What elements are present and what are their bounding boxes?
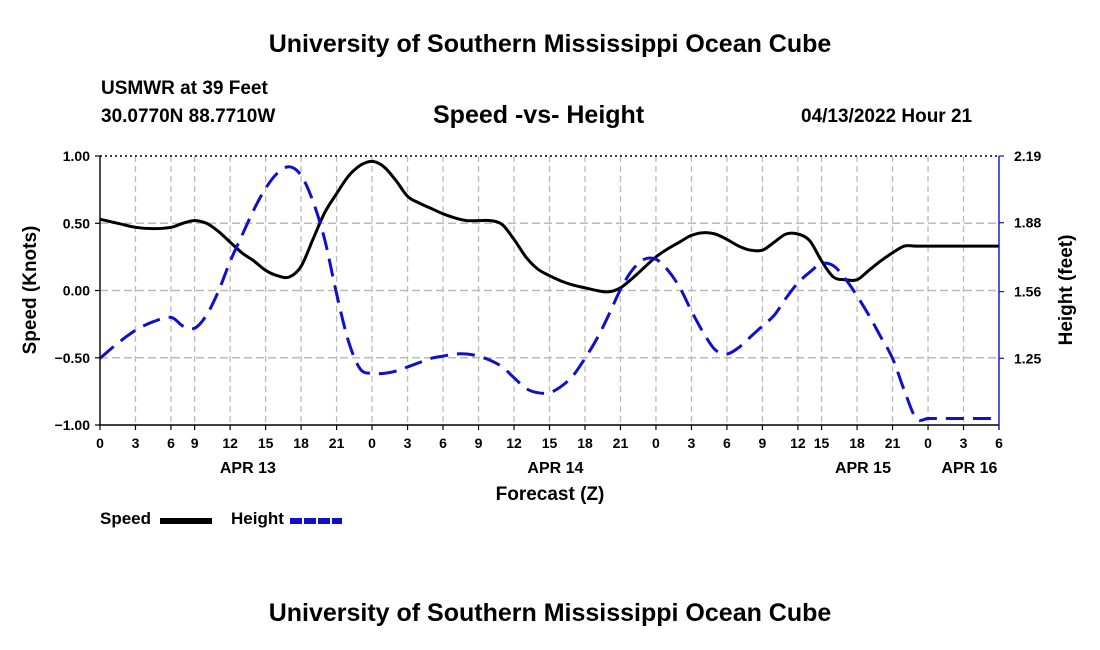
x-tick-label: 15 (542, 435, 558, 451)
x-tick-label: 0 (652, 435, 660, 451)
y-tick-label: 0.50 (63, 215, 90, 231)
x-tick-label: 18 (577, 435, 593, 451)
grid-layer (100, 156, 999, 425)
chart-subtitle: Speed -vs- Height (433, 101, 645, 129)
x-tick-label: 3 (688, 435, 696, 451)
date-label: APR 13 (220, 460, 276, 477)
x-tick-label: 21 (329, 435, 345, 451)
chart-title: University of Southern Mississippi Ocean… (268, 30, 832, 58)
x-tick-label: 9 (475, 435, 483, 451)
x-tick-label: 3 (960, 435, 968, 451)
y-tick-label: 1.00 (63, 148, 90, 164)
forecast-datetime: 04/13/2022 Hour 21 (801, 106, 973, 127)
x-tick-label: 12 (506, 435, 522, 451)
x-tick-label: 0 (924, 435, 932, 451)
x-tick-label: 12 (222, 435, 238, 451)
x-tick-label: 0 (96, 435, 104, 451)
x-tick-label: 15 (258, 435, 274, 451)
y-axis-title: Speed (Knots) (20, 226, 41, 355)
legend-height-swatch (290, 518, 342, 524)
y2-tick-label: 1.56 (1014, 284, 1041, 300)
x-tick-label: 12 (790, 435, 806, 451)
axis-layer: −1.00 −0.50 0.00 0.50 1.00 1.25 1.56 1.88 2.19 0 3… (55, 148, 1042, 477)
y2-axis-title: Height (feet) (1056, 235, 1077, 346)
series-layer (100, 159, 999, 423)
x-tick-label: 3 (404, 435, 412, 451)
speed-series-line (100, 159, 999, 294)
x-tick-label: 9 (759, 435, 767, 451)
x-tick-label: 6 (723, 435, 731, 451)
x-tick-label: 15 (814, 435, 830, 451)
x-tick-label: 6 (995, 435, 1003, 451)
x-tick-label: 6 (439, 435, 447, 451)
station-label: USMWR at 39 Feet (101, 78, 268, 99)
y-tick-label: 0.00 (63, 283, 90, 299)
date-label: APR 14 (527, 460, 583, 477)
x-tick-label: 9 (191, 435, 199, 451)
x-tick-label: 21 (885, 435, 901, 451)
y-tick-label: −1.00 (55, 417, 91, 433)
y2-tick-label: 2.19 (1014, 148, 1041, 164)
legend-speed-label: Speed (100, 509, 152, 528)
x-axis-title: Forecast (Z) (496, 484, 605, 505)
legend-speed-swatch (160, 518, 212, 524)
y-tick-label: −0.50 (55, 350, 91, 366)
x-tick-label: 21 (613, 435, 629, 451)
date-label: APR 15 (835, 460, 891, 477)
y2-tick-label: 1.25 (1014, 350, 1041, 366)
x-tick-label: 6 (167, 435, 175, 451)
x-tick-label: 3 (132, 435, 140, 451)
footer-title: University of Southern Mississippi Ocean… (268, 599, 832, 627)
x-tick-label: 18 (293, 435, 309, 451)
y2-tick-label: 1.88 (1014, 215, 1041, 231)
x-tick-label: 0 (368, 435, 376, 451)
date-label: APR 16 (941, 460, 997, 477)
height-series-line (100, 165, 999, 423)
coordinates-label: 30.0770N 88.7710W (101, 106, 276, 127)
legend-height-label: Height (231, 509, 284, 528)
x-tick-label: 18 (849, 435, 865, 451)
